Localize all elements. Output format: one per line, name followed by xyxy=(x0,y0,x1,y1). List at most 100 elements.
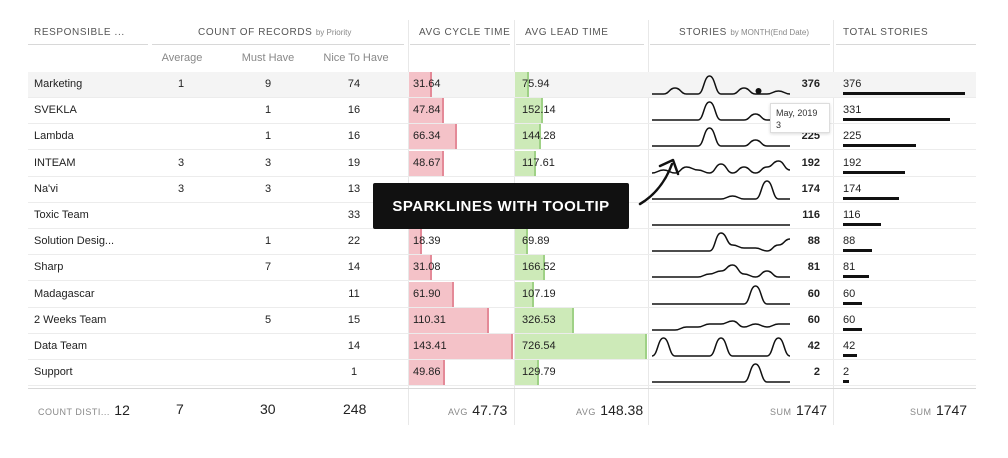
table-row[interactable]: Sharp 7 14 31.08 166.52 81 81 xyxy=(28,255,976,282)
sparkline-path xyxy=(651,159,791,174)
row-must-have: 9 xyxy=(264,78,272,90)
row-lead-time: 107.19 xyxy=(522,287,556,300)
sparkline[interactable] xyxy=(651,360,791,386)
sparkline[interactable] xyxy=(651,229,791,255)
total-stories-bar xyxy=(843,275,870,279)
header-underline-lead xyxy=(516,44,644,45)
row-must-have: 5 xyxy=(264,313,272,326)
sparkline[interactable] xyxy=(651,98,791,124)
sparkline-path xyxy=(651,101,790,121)
row-must-have: 1 xyxy=(264,130,272,143)
cycle-time-bar xyxy=(409,124,458,150)
cycle-time-bar xyxy=(409,229,423,255)
sparkline[interactable] xyxy=(651,124,791,150)
row-average: 3 xyxy=(177,156,185,169)
row-responsible: Lambda xyxy=(34,130,74,143)
header-underline-cycle xyxy=(410,44,510,45)
header-stories[interactable]: STORIES by MONTH(End Date) xyxy=(679,27,809,38)
row-total-stories: 174 xyxy=(843,182,862,195)
row-must-have: 3 xyxy=(264,182,272,195)
total-stories-bar xyxy=(843,249,872,253)
row-total-stories: 60 xyxy=(843,313,856,326)
row-cycle-time: 110.31 xyxy=(413,313,446,326)
row-lead-time: 117.61 xyxy=(522,156,555,169)
footer-stories: SUM 1747 xyxy=(770,402,827,420)
lead-time-bar xyxy=(515,124,542,150)
row-cycle-time: 31.64 xyxy=(413,78,441,90)
row-cycle-time: 48.67 xyxy=(413,156,441,169)
row-nice-to-have: 74 xyxy=(347,78,361,90)
cycle-time-bar xyxy=(409,98,444,124)
sparkline-path xyxy=(651,127,790,148)
sparkline[interactable] xyxy=(651,151,791,177)
row-responsible: 2 Weeks Team xyxy=(34,313,107,326)
row-stories-total: 60 xyxy=(807,287,820,300)
footer-divider xyxy=(28,388,976,389)
row-stories-total: 376 xyxy=(801,78,820,90)
header-total-stories[interactable]: TOTAL STORIES xyxy=(843,27,929,38)
sparkline-path xyxy=(651,75,791,95)
sparkline[interactable] xyxy=(651,282,791,308)
sparkline[interactable] xyxy=(651,308,791,334)
column-divider xyxy=(648,20,649,425)
footer-cycle: AVG 47.73 xyxy=(448,402,507,420)
table-row[interactable]: Marketing 1 9 74 31.64 75.94 376 376 xyxy=(28,72,976,98)
row-responsible: Madagascar xyxy=(34,287,95,300)
row-total-stories: 225 xyxy=(843,130,862,143)
sparkline[interactable] xyxy=(651,255,791,281)
row-responsible: Solution Desig... xyxy=(34,235,115,248)
table-row[interactable]: INTEAM 3 3 19 48.67 117.61 192 192 xyxy=(28,150,976,177)
table-row[interactable]: Data Team 14 143.41 726.54 42 42 xyxy=(28,334,976,360)
row-nice-to-have: 33 xyxy=(347,209,361,221)
total-stories-bar xyxy=(843,144,916,148)
table-row[interactable]: Lambda 1 16 66.34 144.28 225 225 xyxy=(28,124,976,151)
banner-text: SPARKLINES WITH TOOLTIP xyxy=(392,197,610,215)
header-avg-lead-time[interactable]: AVG LEAD TIME xyxy=(525,27,609,38)
lead-time-bar xyxy=(515,281,535,307)
cycle-time-bar xyxy=(409,255,432,281)
row-cycle-time: 66.34 xyxy=(413,130,441,143)
sparkline[interactable] xyxy=(651,334,791,360)
table-row[interactable]: Support 1 49.86 129.79 2 2 xyxy=(28,360,976,387)
cycle-time-bar xyxy=(409,150,445,176)
sparkline[interactable] xyxy=(651,177,791,203)
cycle-time-bar xyxy=(409,334,513,359)
total-stories-bar xyxy=(843,118,951,122)
table-row[interactable]: Solution Desig... 1 22 18.39 69.89 88 88 xyxy=(28,229,976,256)
subheader-nice-to-have[interactable]: Nice To Have xyxy=(323,52,389,64)
sparkline-path xyxy=(651,363,790,383)
row-lead-time: 726.54 xyxy=(522,340,556,352)
footer-stories-label: SUM xyxy=(770,407,792,417)
footer-lead-value: 148.38 xyxy=(600,402,644,418)
row-stories-total: 60 xyxy=(807,313,820,326)
sparkline-path xyxy=(651,337,791,357)
row-nice-to-have: 14 xyxy=(347,340,361,352)
feature-banner: SPARKLINES WITH TOOLTIP xyxy=(373,183,629,229)
row-responsible: Sharp xyxy=(34,261,64,274)
sparkline[interactable] xyxy=(651,203,791,229)
row-nice-to-have: 16 xyxy=(347,104,361,117)
tooltip-date: May, 2019 xyxy=(776,108,818,118)
row-stories-total: 225 xyxy=(801,130,820,143)
row-lead-time: 166.52 xyxy=(522,261,556,274)
header-underline-total xyxy=(836,44,976,45)
header-avg-cycle-time[interactable]: AVG CYCLE TIME xyxy=(419,27,511,38)
footer-nice-to-have-total: 248 xyxy=(343,401,366,419)
header-count-of-records[interactable]: COUNT OF RECORDS by Priority xyxy=(198,27,351,38)
subheader-must-have[interactable]: Must Have xyxy=(241,52,295,64)
subheader-average[interactable]: Average xyxy=(161,52,203,64)
lead-time-bar xyxy=(515,72,529,97)
curved-arrow-icon xyxy=(638,158,680,206)
footer-average-total: 7 xyxy=(176,401,184,419)
sparkline-path xyxy=(651,320,790,331)
row-responsible: Marketing xyxy=(34,78,83,90)
footer-stories-value: 1747 xyxy=(795,402,828,418)
header-count-sub: by Priority xyxy=(315,28,352,37)
header-responsible[interactable]: RESPONSIBLE ... xyxy=(34,27,125,38)
table-row[interactable]: Madagascar 11 61.90 107.19 60 60 xyxy=(28,281,976,308)
cycle-time-bar xyxy=(409,72,432,97)
footer-must-have-total: 30 xyxy=(260,401,276,419)
sparkline[interactable] xyxy=(651,72,791,98)
table-row[interactable]: 2 Weeks Team 5 15 110.31 326.53 60 60 xyxy=(28,307,976,334)
